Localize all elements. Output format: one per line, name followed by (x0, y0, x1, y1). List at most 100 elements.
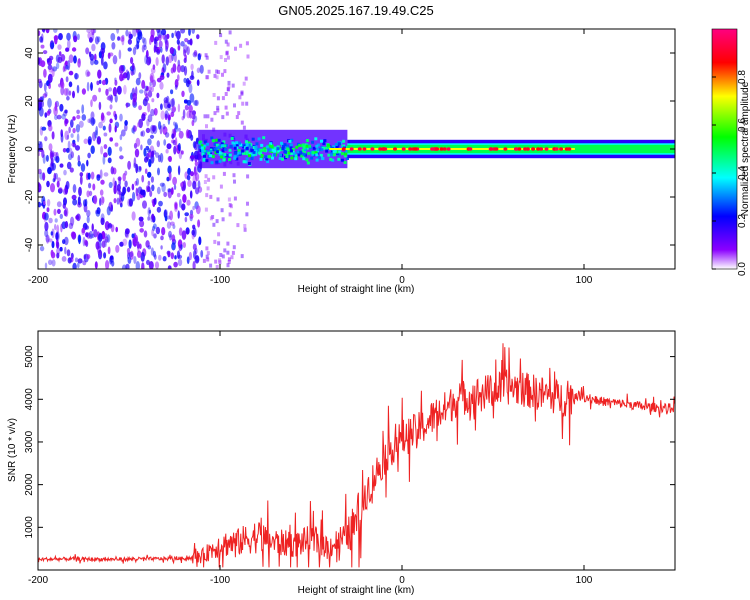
heatmap-cell (206, 75, 210, 80)
heatmap-cell (245, 143, 249, 147)
heatmap-cell (245, 157, 249, 161)
heatmap-cell (503, 147, 508, 151)
heatmap-cell (160, 235, 164, 241)
heatmap-cell (144, 168, 148, 174)
heatmap-cell (271, 156, 274, 160)
heatmap-cell (318, 147, 322, 151)
heatmap-cell (86, 254, 91, 260)
heatmap-cell (193, 50, 198, 57)
heatmap-cell (115, 226, 118, 233)
heatmap-cell (401, 147, 406, 151)
heatmap-cell (539, 147, 544, 151)
heatmap-cell (54, 35, 58, 45)
heatmap-cell (130, 57, 134, 64)
heatmap-cell (169, 47, 175, 55)
heatmap-cell (139, 228, 144, 233)
heatmap-cell (161, 227, 166, 236)
heatmap-cell (225, 51, 229, 56)
heatmap-cell (147, 180, 151, 186)
heatmap-cell (59, 163, 64, 168)
heatmap-cell (221, 96, 225, 101)
heatmap-cell (194, 171, 197, 176)
heatmap-cell (233, 103, 236, 108)
heatmap-cell (56, 252, 60, 259)
heatmap-cell (321, 157, 325, 161)
heatmap-cell (103, 144, 108, 150)
heatmap-cell (171, 234, 176, 242)
heatmap-cell (158, 200, 163, 207)
heatmap-cell (167, 251, 171, 258)
heatmap-cell (381, 147, 386, 151)
heatmap-cell (55, 151, 59, 161)
heatmap-cell (64, 109, 68, 114)
heatmap-cell (215, 138, 219, 142)
heatmap-cell (430, 147, 435, 151)
heatmap-cell (268, 155, 271, 158)
heatmap-cell (54, 223, 57, 231)
heatmap-cell (125, 102, 129, 109)
heatmap-cell (265, 157, 269, 161)
heatmap-cell (182, 109, 186, 119)
heatmap-cell (72, 116, 76, 121)
heatmap-cell (74, 72, 78, 80)
heatmap-cell (131, 233, 135, 239)
snr-panel: -200 -100 0 100 1000 2000 3000 4000 5000 Height… (7, 330, 676, 596)
heatmap-cell (41, 149, 45, 158)
heatmap-cell (209, 154, 213, 158)
y-tick-label: 4000 (24, 388, 35, 411)
heatmap-cell (177, 103, 181, 113)
heatmap-cell (135, 77, 141, 86)
heatmap-cell (213, 73, 217, 78)
heatmap-cell (289, 149, 293, 153)
heatmap-cell (119, 241, 124, 247)
heatmap-cell (158, 254, 162, 261)
heatmap-cell (235, 141, 239, 145)
heatmap-cell (43, 200, 46, 206)
heatmap-cell (227, 84, 231, 89)
heatmap-cell (205, 150, 209, 153)
heatmap-cell (81, 88, 86, 95)
heatmap-cell (49, 149, 53, 159)
heatmap-cell (92, 94, 98, 102)
heatmap-cell (246, 54, 250, 59)
heatmap-cell (250, 149, 254, 153)
heatmap-cell (94, 130, 98, 139)
colorbar-tick-label: 0.6 (737, 118, 748, 132)
heatmap-cell (158, 40, 163, 49)
heatmap-cell (332, 145, 336, 149)
heatmap-cell (346, 157, 349, 160)
heatmap-cell (523, 147, 528, 151)
heatmap-cell (305, 146, 309, 150)
heatmap-cell (221, 217, 225, 222)
heatmap-cell (237, 149, 241, 153)
heatmap-cell (76, 114, 81, 120)
heatmap-cell (47, 73, 53, 84)
heatmap-cell (90, 82, 93, 91)
heatmap-cell (91, 31, 95, 41)
heatmap-cell (174, 124, 179, 133)
heatmap-cell (126, 71, 130, 81)
heatmap-cell (57, 56, 63, 64)
heatmap-cell (113, 185, 117, 195)
heatmap-cell (124, 180, 128, 188)
heatmap-cell (88, 182, 92, 189)
heatmap-cell (286, 144, 290, 148)
heatmap-cell (77, 160, 81, 167)
heatmap-cell (446, 147, 451, 151)
heatmap-cell (279, 153, 282, 157)
heatmap-cell (124, 120, 128, 126)
heatmap-y-axis-label: Frequency (Hz) (7, 115, 18, 184)
heatmap-cell (106, 111, 111, 116)
heatmap-cell (51, 228, 55, 239)
heatmap-cell (199, 149, 203, 152)
heatmap-cell (205, 254, 209, 259)
heatmap-cell (270, 145, 274, 149)
heatmap-cell (559, 147, 564, 151)
colorbar-ticks: 0.0 0.2 0.4 0.6 0.8 (712, 70, 748, 276)
heatmap-cell (98, 87, 101, 93)
heatmap-cell (219, 55, 223, 60)
heatmap-cell (227, 257, 231, 262)
heatmap-cell (304, 153, 307, 157)
heatmap-cell (57, 44, 62, 50)
heatmap-cell (208, 152, 212, 156)
